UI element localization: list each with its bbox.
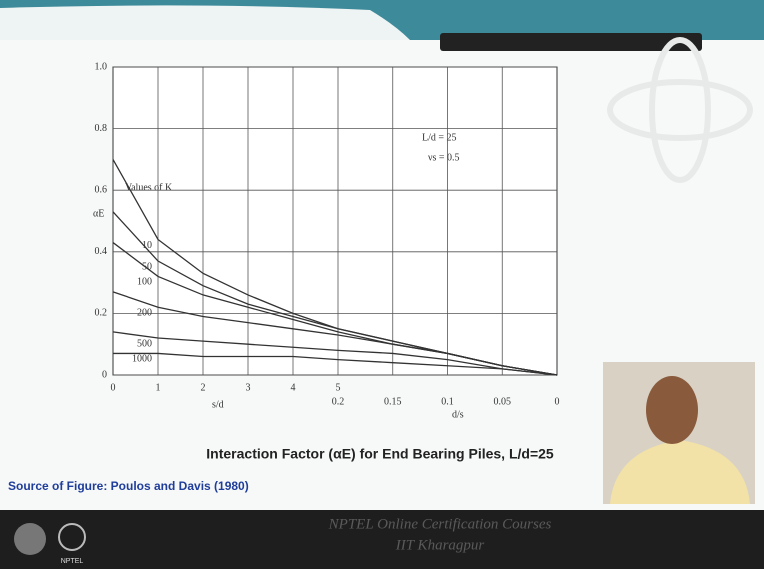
source: Source of Figure: Poulos and Davis (1980… — [8, 479, 249, 493]
x-tick-label: 2 — [201, 382, 206, 393]
x2-tick-label: 0.2 — [332, 396, 345, 407]
page: {"chart_data": {"type": "line", "ylabel"… — [0, 0, 764, 569]
slide: NPTEL NPTEL Online Certification Courses… — [0, 0, 764, 569]
presenter-face — [646, 376, 698, 444]
curve-label: 100 — [137, 277, 152, 288]
y-tick-label: 0.6 — [95, 184, 108, 195]
annotation: νs = 0.5 — [428, 152, 460, 163]
x2-axis-label: d/s — [452, 409, 464, 420]
footer-line1: NPTEL Online Certification Courses — [328, 516, 552, 532]
curve-label: 1000 — [132, 354, 152, 365]
y-tick-label: 1.0 — [95, 61, 108, 72]
x-tick-label: 5 — [336, 382, 341, 393]
plot-area — [113, 67, 557, 375]
x-tick-label: 3 — [246, 382, 251, 393]
legend-title: Values of K — [125, 182, 173, 193]
x-tick-label: 4 — [291, 382, 296, 393]
x2-tick-label: 0.15 — [384, 396, 402, 407]
curve-label: 200 — [137, 308, 152, 319]
iit-logo — [14, 523, 46, 555]
x2-tick-label: 0 — [555, 396, 560, 407]
annotation: L/d = 25 — [422, 132, 457, 143]
x-axis-label: s/d — [212, 399, 224, 410]
footer-line2: IIT Kharagpur — [395, 537, 485, 553]
y-tick-label: 0.2 — [95, 308, 108, 319]
x2-tick-label: 0.05 — [494, 396, 512, 407]
y-tick-label: 0.8 — [95, 123, 108, 134]
y-tick-label: 0.4 — [95, 246, 108, 257]
x-tick-label: 0 — [111, 382, 116, 393]
y-axis-label: αE — [93, 208, 104, 219]
caption: Interaction Factor (αE) for End Bearing … — [206, 446, 554, 462]
y-tick-label: 0 — [102, 369, 107, 380]
toolbar[interactable] — [440, 33, 702, 51]
curve-label: 500 — [137, 338, 152, 349]
x-tick-label: 1 — [156, 382, 161, 393]
logo-text: NPTEL — [61, 558, 84, 565]
band-curve — [0, 5, 410, 40]
x2-tick-label: 0.1 — [441, 396, 454, 407]
